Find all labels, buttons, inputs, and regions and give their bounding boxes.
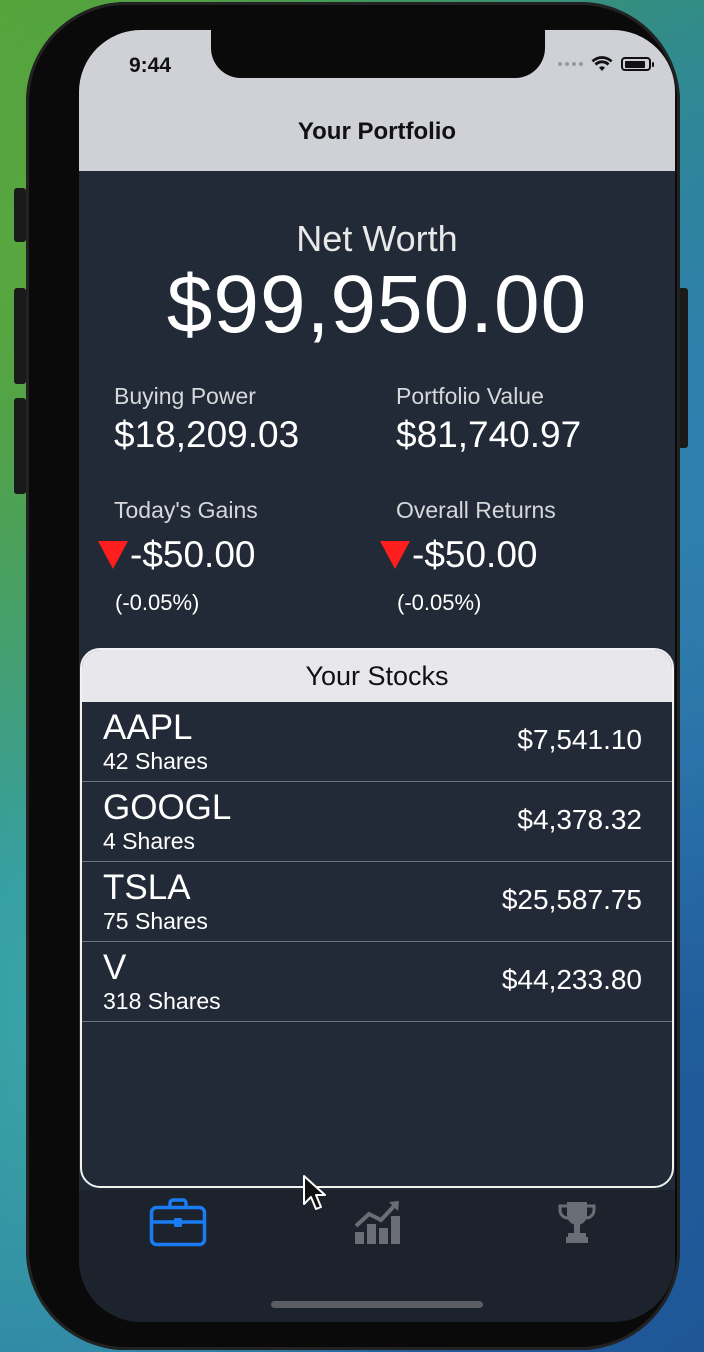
phone-frame: 9:44 Your Portfolio Net Worth $99,950.00…	[26, 2, 680, 1350]
overall-returns-row: -$50.00	[380, 534, 538, 576]
stock-ticker: GOOGL	[103, 788, 232, 827]
stock-ticker: V	[103, 948, 127, 987]
page-title: Your Portfolio	[297, 118, 457, 145]
stock-value: $25,587.75	[501, 884, 642, 915]
down-arrow-icon	[98, 541, 128, 569]
buying-power-value: $18,209.03	[114, 414, 300, 455]
todays-gains-label: Today's Gains	[114, 497, 258, 523]
battery-icon	[621, 57, 654, 71]
overall-returns-percent: (-0.05%)	[397, 590, 482, 615]
app-screen: 9:44 Your Portfolio Net Worth $99,950.00…	[79, 30, 675, 1322]
tab-bar	[79, 1190, 675, 1322]
todays-gains-row: -$50.00	[98, 534, 256, 576]
status-icons	[558, 56, 654, 72]
volume-down-button	[14, 398, 26, 494]
trophy-icon	[558, 1202, 596, 1243]
net-worth-label: Net Worth	[296, 218, 458, 259]
stock-ticker: TSLA	[103, 868, 191, 907]
power-button	[678, 288, 688, 448]
todays-gains-value: -$50.00	[130, 534, 256, 575]
stock-shares: 4 Shares	[103, 828, 196, 854]
todays-gains-percent: (-0.05%)	[115, 590, 200, 615]
down-arrow-icon	[380, 541, 410, 569]
status-time: 9:44	[129, 54, 172, 77]
volume-up-button	[14, 288, 26, 384]
stocks-card: Your Stocks AAPL 42 Shares $7,541.10 GOO…	[80, 648, 674, 1188]
notch	[211, 30, 545, 78]
chart-icon	[354, 1201, 400, 1244]
home-indicator[interactable]	[271, 1301, 483, 1308]
tab-leaderboard[interactable]	[556, 1199, 598, 1250]
stock-value: $4,378.32	[517, 804, 642, 835]
stock-shares: 75 Shares	[103, 908, 208, 934]
overall-returns-label: Overall Returns	[396, 497, 556, 523]
stock-row-tsla[interactable]: TSLA 75 Shares $25,587.75	[82, 862, 672, 942]
portfolio-value-label: Portfolio Value	[396, 383, 544, 409]
stock-shares: 318 Shares	[103, 988, 221, 1014]
portfolio-value-value: $81,740.97	[396, 414, 582, 455]
stock-row-aapl[interactable]: AAPL 42 Shares $7,541.10	[82, 702, 672, 782]
stock-row-googl[interactable]: GOOGL 4 Shares $4,378.32	[82, 782, 672, 862]
net-worth-value: $99,950.00	[166, 259, 588, 350]
mouse-cursor-icon	[303, 1175, 326, 1210]
briefcase-icon	[149, 1198, 207, 1247]
stock-row-v[interactable]: V 318 Shares $44,233.80	[82, 942, 672, 1022]
stock-value: $7,541.10	[517, 724, 642, 755]
stocks-header: Your Stocks	[82, 650, 672, 702]
overall-returns-value: -$50.00	[412, 534, 538, 575]
stock-shares: 42 Shares	[103, 748, 208, 774]
navigation-bar: 9:44 Your Portfolio	[79, 30, 675, 171]
mute-switch	[14, 188, 26, 242]
wifi-icon	[591, 56, 613, 71]
cellular-signal-icon	[558, 62, 583, 66]
tab-portfolio[interactable]	[149, 1198, 207, 1253]
buying-power-label: Buying Power	[114, 383, 256, 409]
stock-value: $44,233.80	[501, 964, 642, 995]
stock-ticker: AAPL	[103, 708, 193, 747]
tab-market[interactable]	[353, 1200, 401, 1251]
